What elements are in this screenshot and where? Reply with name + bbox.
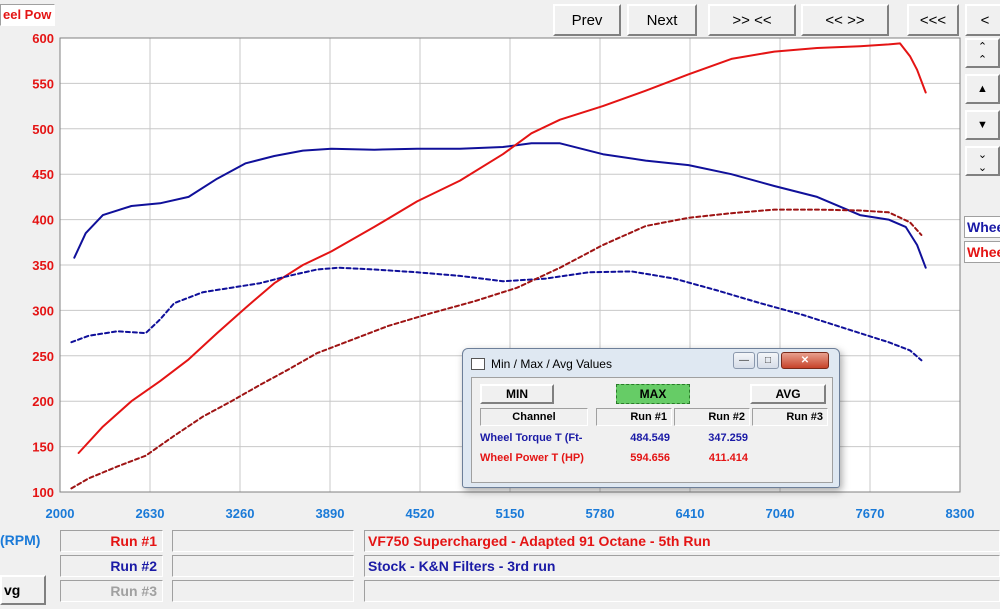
run3-label: Run #3 (60, 580, 163, 602)
channel-title-field: eel Pow (0, 4, 55, 26)
row-channel: Wheel Torque T (Ft- (480, 432, 583, 444)
run2-extra-field (172, 555, 354, 577)
zoom-in-button[interactable]: >> << (708, 4, 796, 36)
run2-description: Stock - K&N Filters - 3rd run (364, 555, 1000, 577)
side-legend-torque: Whee (964, 216, 1000, 238)
y-tick-label: 150 (32, 440, 54, 455)
next-button[interactable]: Next (627, 4, 697, 36)
run1-torque-line (73, 142, 927, 269)
minimize-icon: — (739, 355, 749, 366)
y-tick-label: 400 (32, 213, 54, 228)
avg-button[interactable]: vg (0, 575, 46, 605)
x-tick-label: 7040 (766, 506, 795, 521)
run1-extra-field (172, 530, 354, 552)
x-tick-label: 7670 (856, 506, 885, 521)
x-tick-label: 8300 (946, 506, 975, 521)
scroll-top-button[interactable]: ⌃ ⌃ (965, 38, 1000, 68)
maximize-button[interactable]: □ (757, 352, 779, 369)
minimize-button[interactable]: — (733, 352, 755, 369)
run1-label: Run #1 (60, 530, 163, 552)
row-run2: 411.414 (708, 452, 748, 464)
y-tick-label: 200 (32, 394, 54, 409)
side-legend-power: Whee (964, 241, 1000, 263)
dialog-title: Min / Max / Avg Values (491, 357, 612, 371)
double-chevron-down-icon: ⌄ ⌄ (977, 149, 988, 174)
x-tick-label: 2630 (136, 506, 165, 521)
back-button[interactable]: < (965, 4, 1000, 36)
y-tick-label: 250 (32, 349, 54, 364)
y-tick-label: 300 (32, 303, 54, 318)
run2-power-line (70, 208, 923, 490)
maximize-icon: □ (764, 355, 772, 366)
y-tick-label: 100 (32, 485, 54, 500)
row-run1: 594.656 (630, 452, 670, 464)
triangle-down-icon: ▼ (977, 119, 988, 131)
y-tick-label: 350 (32, 258, 54, 273)
row-run1: 484.549 (630, 432, 670, 444)
x-tick-label: 2000 (46, 506, 75, 521)
triangle-up-icon: ▲ (977, 83, 988, 95)
close-icon: ✕ (800, 355, 810, 366)
y-tick-label: 600 (32, 31, 54, 46)
run3-extra-field (172, 580, 354, 602)
scroll-up-button[interactable]: ▲ (965, 74, 1000, 104)
x-tick-label: 3260 (226, 506, 255, 521)
rpm-axis-label: (RPM) (0, 532, 41, 548)
x-tick-label: 6410 (676, 506, 705, 521)
run2-torque-line (70, 266, 923, 362)
avg-mode-button[interactable]: AVG (750, 384, 826, 404)
header-run1: Run #1 (596, 408, 672, 426)
x-tick-label: 5150 (496, 506, 525, 521)
row-run2: 347.259 (708, 432, 748, 444)
zoom-out-button[interactable]: << >> (801, 4, 889, 36)
first-button[interactable]: <<< (907, 4, 959, 36)
run1-power-line (77, 42, 927, 454)
x-tick-label: 5780 (586, 506, 615, 521)
y-tick-label: 450 (32, 167, 54, 182)
row-channel: Wheel Power T (HP) (480, 452, 584, 464)
window-icon (471, 358, 485, 370)
close-button[interactable]: ✕ (781, 352, 829, 369)
y-tick-label: 500 (32, 122, 54, 137)
header-run3: Run #3 (752, 408, 828, 426)
plot-border (59, 37, 961, 493)
min-button[interactable]: MIN (480, 384, 554, 404)
run1-description: VF750 Supercharged - Adapted 91 Octane -… (364, 530, 1000, 552)
y-tick-label: 550 (32, 76, 54, 91)
header-run2: Run #2 (674, 408, 750, 426)
header-channel: Channel (480, 408, 588, 426)
prev-button[interactable]: Prev (553, 4, 621, 36)
scroll-down-button[interactable]: ▼ (965, 110, 1000, 140)
scroll-bottom-button[interactable]: ⌄ ⌄ (965, 146, 1000, 176)
run2-label: Run #2 (60, 555, 163, 577)
min-max-avg-dialog: Min / Max / Avg Values — □ ✕ MIN MAX AVG… (462, 348, 840, 488)
dialog-body: MIN MAX AVG Channel Run #1 Run #2 Run #3… (471, 377, 833, 483)
x-tick-label: 4520 (406, 506, 435, 521)
double-chevron-up-icon: ⌃ ⌃ (977, 41, 988, 66)
max-button[interactable]: MAX (616, 384, 690, 404)
run3-description (364, 580, 1000, 602)
x-tick-label: 3890 (316, 506, 345, 521)
